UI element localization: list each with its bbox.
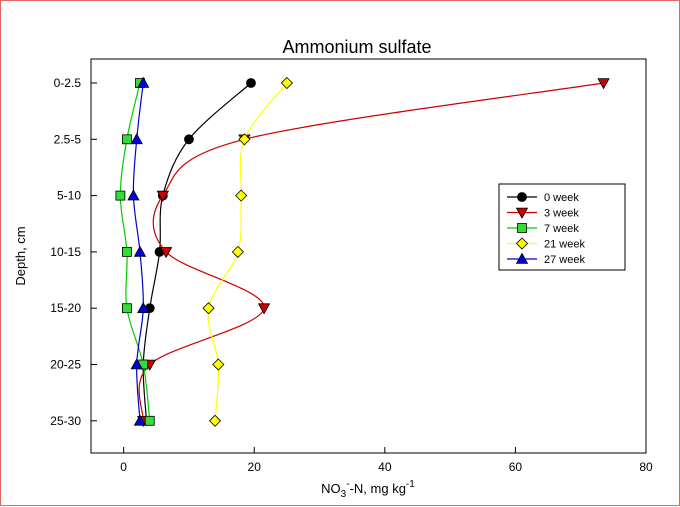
x-tick-label-40: 40 bbox=[378, 460, 392, 474]
point-27-week-2.5-5 bbox=[130, 132, 143, 145]
point-3-week-15-20 bbox=[257, 303, 271, 315]
point-27-week-25-30 bbox=[133, 414, 147, 426]
point-21-week-2.5-5 bbox=[238, 133, 251, 146]
series-27-week bbox=[127, 76, 150, 426]
x-axis-label-sup1: - bbox=[346, 479, 349, 490]
point-21-week-10-15 bbox=[231, 245, 244, 258]
series-line-3-week bbox=[138, 82, 604, 421]
point-3-week-0-2.5 bbox=[597, 78, 610, 90]
point-27-week-15-20 bbox=[137, 301, 150, 314]
series-7-week bbox=[115, 78, 155, 426]
x-tick-label-20: 20 bbox=[248, 460, 262, 474]
y-tick-label-20-25: 20-25 bbox=[50, 358, 81, 372]
series-layer bbox=[115, 76, 610, 428]
legend-label-27-week: 27 week bbox=[544, 254, 585, 266]
y-axis-label: Depth, cm bbox=[13, 226, 28, 285]
x-axis-label-prefix: NO bbox=[321, 481, 341, 496]
point-27-week-20-25 bbox=[130, 358, 143, 370]
legend-marker-27-week bbox=[515, 252, 529, 264]
point-21-week-15-20 bbox=[202, 302, 215, 315]
x-axis-ticks: 0 20 40 60 80 bbox=[120, 447, 653, 474]
legend: 0 week 3 week 7 week 21 week 27 week bbox=[498, 183, 626, 271]
legend-marker-0-week bbox=[517, 192, 527, 202]
legend-label-7-week: 7 week bbox=[544, 223, 579, 235]
point-21-week-25-30 bbox=[208, 414, 222, 427]
point-0-week-0-2.5 bbox=[246, 78, 256, 88]
chart-title: Ammonium sulfate bbox=[282, 37, 431, 57]
legend-marker-7-week bbox=[517, 223, 527, 233]
y-tick-label-5-10: 5-10 bbox=[57, 189, 81, 203]
y-tick-label-0-2.5: 0-2.5 bbox=[54, 76, 82, 90]
legend-marker-3-week bbox=[515, 207, 529, 219]
point-7-week-15-20 bbox=[122, 303, 132, 314]
point-0-week-2.5-5 bbox=[184, 134, 194, 145]
x-axis-label: NO3--N, mg kg-1 bbox=[321, 479, 415, 500]
point-27-week-0-2.5 bbox=[137, 76, 150, 88]
y-tick-label-15-20: 15-20 bbox=[50, 301, 81, 315]
point-7-week-25-30 bbox=[144, 415, 155, 426]
point-3-week-10-15 bbox=[159, 247, 173, 259]
x-tick-label-0: 0 bbox=[120, 460, 127, 474]
x-tick-label-60: 60 bbox=[509, 460, 523, 474]
point-7-week-2.5-5 bbox=[122, 134, 132, 145]
point-21-week-5-10 bbox=[235, 189, 248, 202]
x-tick-label-80: 80 bbox=[639, 460, 653, 474]
y-tick-label-2.5-5: 2.5-5 bbox=[54, 132, 82, 146]
point-27-week-10-15 bbox=[133, 245, 147, 257]
legend-label-0-week: 0 week bbox=[544, 192, 579, 204]
legend-marker-21-week bbox=[515, 237, 529, 250]
x-axis-label-middle: -N, mg kg bbox=[350, 481, 406, 496]
point-3-week-5-10 bbox=[156, 190, 170, 202]
point-7-week-5-10 bbox=[115, 190, 126, 201]
series-21-week bbox=[202, 76, 293, 427]
x-axis-label-sup2: -1 bbox=[406, 479, 415, 490]
x-axis-label-sub: 3 bbox=[341, 489, 347, 500]
y-tick-label-25-30: 25-30 bbox=[50, 414, 81, 428]
legend-label-21-week: 21 week bbox=[544, 239, 585, 251]
y-axis-ticks: 0-2.5 2.5-5 5-10 10-15 15-20 20-25 25-30 bbox=[50, 76, 97, 428]
point-21-week-0-2.5 bbox=[280, 76, 293, 90]
legend-label-3-week: 3 week bbox=[544, 208, 579, 220]
series-line-21-week bbox=[207, 82, 288, 421]
point-7-week-10-15 bbox=[122, 246, 132, 257]
plot-area bbox=[90, 58, 647, 454]
point-21-week-20-25 bbox=[212, 358, 225, 371]
point-27-week-5-10 bbox=[127, 189, 140, 201]
y-tick-label-10-15: 10-15 bbox=[50, 245, 81, 259]
